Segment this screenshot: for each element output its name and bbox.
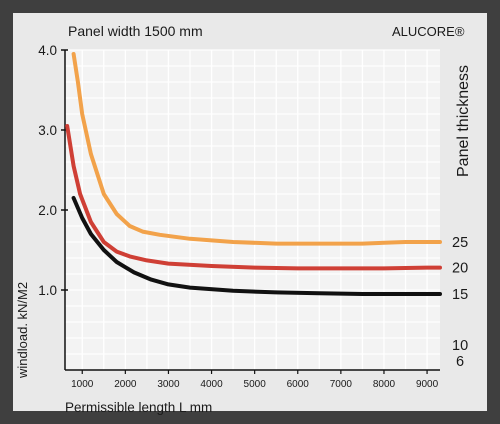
- series-line-15: [71, 196, 442, 296]
- series-layer: [65, 52, 442, 296]
- x-tick-label: 7000: [330, 379, 353, 390]
- axes: [61, 49, 440, 374]
- y-axis-label: windload. kN/M2: [15, 282, 30, 379]
- x-tick-label: 2000: [114, 379, 137, 390]
- brand-label: ALUCORE®: [392, 24, 465, 39]
- x-tick-label: 8000: [373, 379, 396, 390]
- labels: 1.0 2.0 3.0 4.0 1000 2000 3000 4000 5000 6000 7000…: [38, 43, 468, 390]
- grid: [65, 49, 440, 370]
- x-tick-label: 3000: [157, 379, 180, 390]
- series-label-20: 20: [452, 261, 468, 277]
- x-tick-label: 5000: [244, 379, 267, 390]
- y-tick-label: 2.0: [38, 203, 57, 218]
- series-label-25: 25: [452, 235, 468, 251]
- series-line-25: [71, 52, 442, 246]
- x-axis-label: Permissible length L mm: [65, 400, 212, 415]
- x-tick-label: 1000: [71, 379, 94, 390]
- series-label-15: 15: [452, 287, 468, 303]
- thickness-label-6: 6: [456, 354, 464, 370]
- y-tick-label: 4.0: [38, 43, 57, 58]
- x-tick-label: 4000: [200, 379, 223, 390]
- x-tick-label: 6000: [287, 379, 310, 390]
- legend-title: Panel thickness: [455, 65, 472, 177]
- series-line-20: [65, 124, 442, 271]
- thickness-label-10: 10: [452, 338, 468, 354]
- y-tick-label: 1.0: [38, 283, 57, 298]
- y-tick-label: 3.0: [38, 123, 57, 138]
- chart-title: Panel width 1500 mm: [68, 23, 203, 39]
- x-tick-label: 9000: [416, 379, 439, 390]
